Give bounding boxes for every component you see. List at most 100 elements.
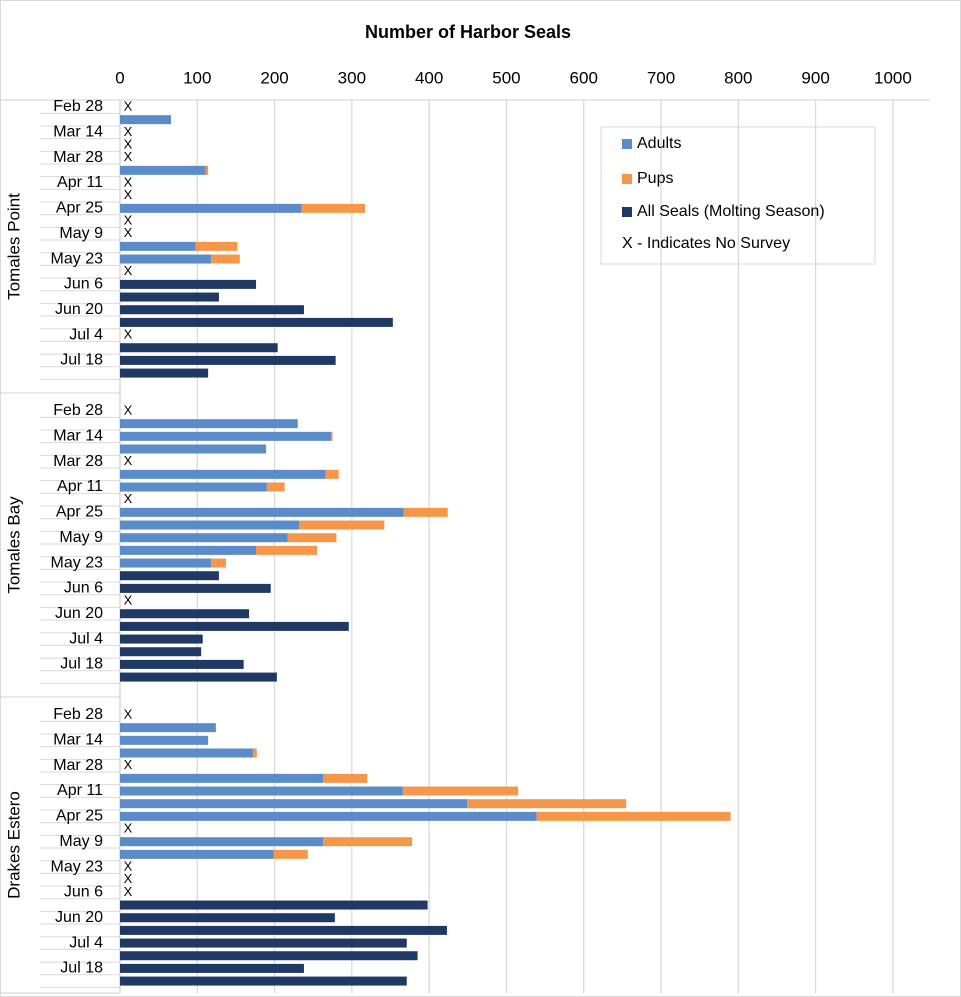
bar-segment — [120, 723, 216, 733]
bar-segment — [211, 254, 240, 264]
x-tick-label: 800 — [724, 68, 752, 87]
bar-segment — [120, 900, 428, 910]
bar-segment — [323, 837, 413, 847]
bar-segment — [120, 837, 324, 847]
bar-segment — [120, 558, 212, 568]
bar-segment — [402, 786, 519, 796]
no-survey-mark: X — [124, 884, 133, 899]
bar-segment — [301, 203, 366, 213]
y-tick-label: Mar 14 — [53, 124, 103, 141]
bar-segment — [120, 444, 267, 454]
bar-segment — [120, 165, 206, 175]
bar-segment — [467, 799, 627, 809]
y-tick-label: Apr 11 — [57, 782, 103, 799]
no-survey-mark: X — [124, 757, 133, 772]
bar-segment — [120, 533, 288, 543]
y-tick-label: Feb 28 — [53, 706, 103, 723]
no-survey-mark: X — [124, 263, 133, 278]
legend-swatch — [622, 207, 632, 217]
y-tick-label: Jun 20 — [55, 301, 103, 318]
no-survey-mark: X — [124, 212, 133, 227]
bar-segment — [299, 520, 385, 530]
bar-segment — [120, 305, 304, 315]
y-tick-label: May 23 — [51, 250, 104, 267]
bar-segment — [120, 482, 267, 492]
bar-segment — [120, 951, 418, 961]
bar-segment — [120, 355, 336, 365]
bar-segment — [120, 545, 257, 555]
y-tick-label: Feb 28 — [53, 98, 103, 115]
bar-segment — [120, 368, 209, 378]
bar-segment — [256, 545, 318, 555]
y-tick-label: Mar 14 — [53, 732, 103, 749]
bar-segment — [120, 925, 447, 935]
y-tick-label: Mar 28 — [53, 453, 103, 470]
bar-segment — [331, 431, 333, 441]
bar-segment — [120, 799, 468, 809]
bar-segment — [120, 621, 349, 631]
legend-label: Pups — [637, 170, 673, 187]
x-tick-label: 300 — [338, 68, 366, 87]
no-survey-mark: X — [124, 453, 133, 468]
group-label: Tomales Point — [4, 193, 23, 300]
y-tick-label: Apr 11 — [57, 174, 103, 191]
bar-segment — [120, 317, 393, 327]
x-tick-label: 100 — [183, 68, 211, 87]
bar-segment — [120, 811, 537, 821]
x-tick-label: 900 — [801, 68, 829, 87]
bar-segment — [252, 748, 257, 758]
no-survey-mark: X — [124, 326, 133, 341]
y-tick-label: Apr 25 — [56, 808, 103, 825]
group-label: Tomales Bay — [4, 496, 23, 594]
y-tick-label: Jun 6 — [64, 580, 103, 597]
x-tick-label: 200 — [260, 68, 288, 87]
y-tick-label: Jul 18 — [60, 960, 103, 977]
no-survey-mark: X — [124, 858, 133, 873]
bar-segment — [211, 558, 226, 568]
x-tick-label: 500 — [492, 68, 520, 87]
no-survey-mark: X — [124, 592, 133, 607]
legend-label: Adults — [637, 135, 681, 152]
y-tick-label: Jun 20 — [55, 605, 103, 622]
x-tick-label: 0 — [115, 68, 124, 87]
bar-segment — [120, 938, 407, 948]
no-survey-mark: X — [124, 491, 133, 506]
y-tick-label: Jun 6 — [64, 276, 103, 293]
y-tick-label: May 9 — [59, 833, 103, 850]
bar-segment — [120, 647, 202, 657]
bar-segment — [120, 659, 244, 669]
bar-segment — [323, 773, 368, 783]
no-survey-mark: X — [124, 402, 133, 417]
bar-segment — [120, 115, 172, 125]
y-tick-label: Jul 4 — [69, 326, 103, 343]
bar-segment — [120, 571, 219, 581]
legend-swatch — [622, 139, 632, 149]
chart-title: Number of Harbor Seals — [365, 22, 571, 42]
bar-segment — [325, 469, 339, 479]
bar-segment — [120, 773, 324, 783]
bar-segment — [120, 748, 253, 758]
y-tick-label: May 23 — [51, 858, 104, 875]
y-tick-label: May 9 — [59, 225, 103, 242]
x-tick-label: 600 — [570, 68, 598, 87]
bar-segment — [273, 849, 308, 859]
bar-segment — [195, 241, 238, 251]
bar-segment — [120, 963, 304, 973]
bar-segment — [120, 583, 271, 593]
bar-segment — [120, 976, 407, 986]
bar-segment — [205, 165, 209, 175]
legend-swatch — [622, 174, 632, 184]
no-survey-mark: X — [124, 871, 133, 886]
bar-segment — [120, 241, 196, 251]
group-label: Drakes Estero — [4, 791, 23, 899]
y-tick-label: Jun 20 — [55, 909, 103, 926]
no-survey-mark: X — [124, 149, 133, 164]
bar-segment — [120, 279, 257, 289]
bar-segment — [120, 419, 298, 429]
y-tick-label: Jun 6 — [64, 884, 103, 901]
no-survey-mark: X — [124, 225, 133, 240]
bar-segment — [120, 292, 219, 302]
bar-segment — [120, 254, 212, 264]
